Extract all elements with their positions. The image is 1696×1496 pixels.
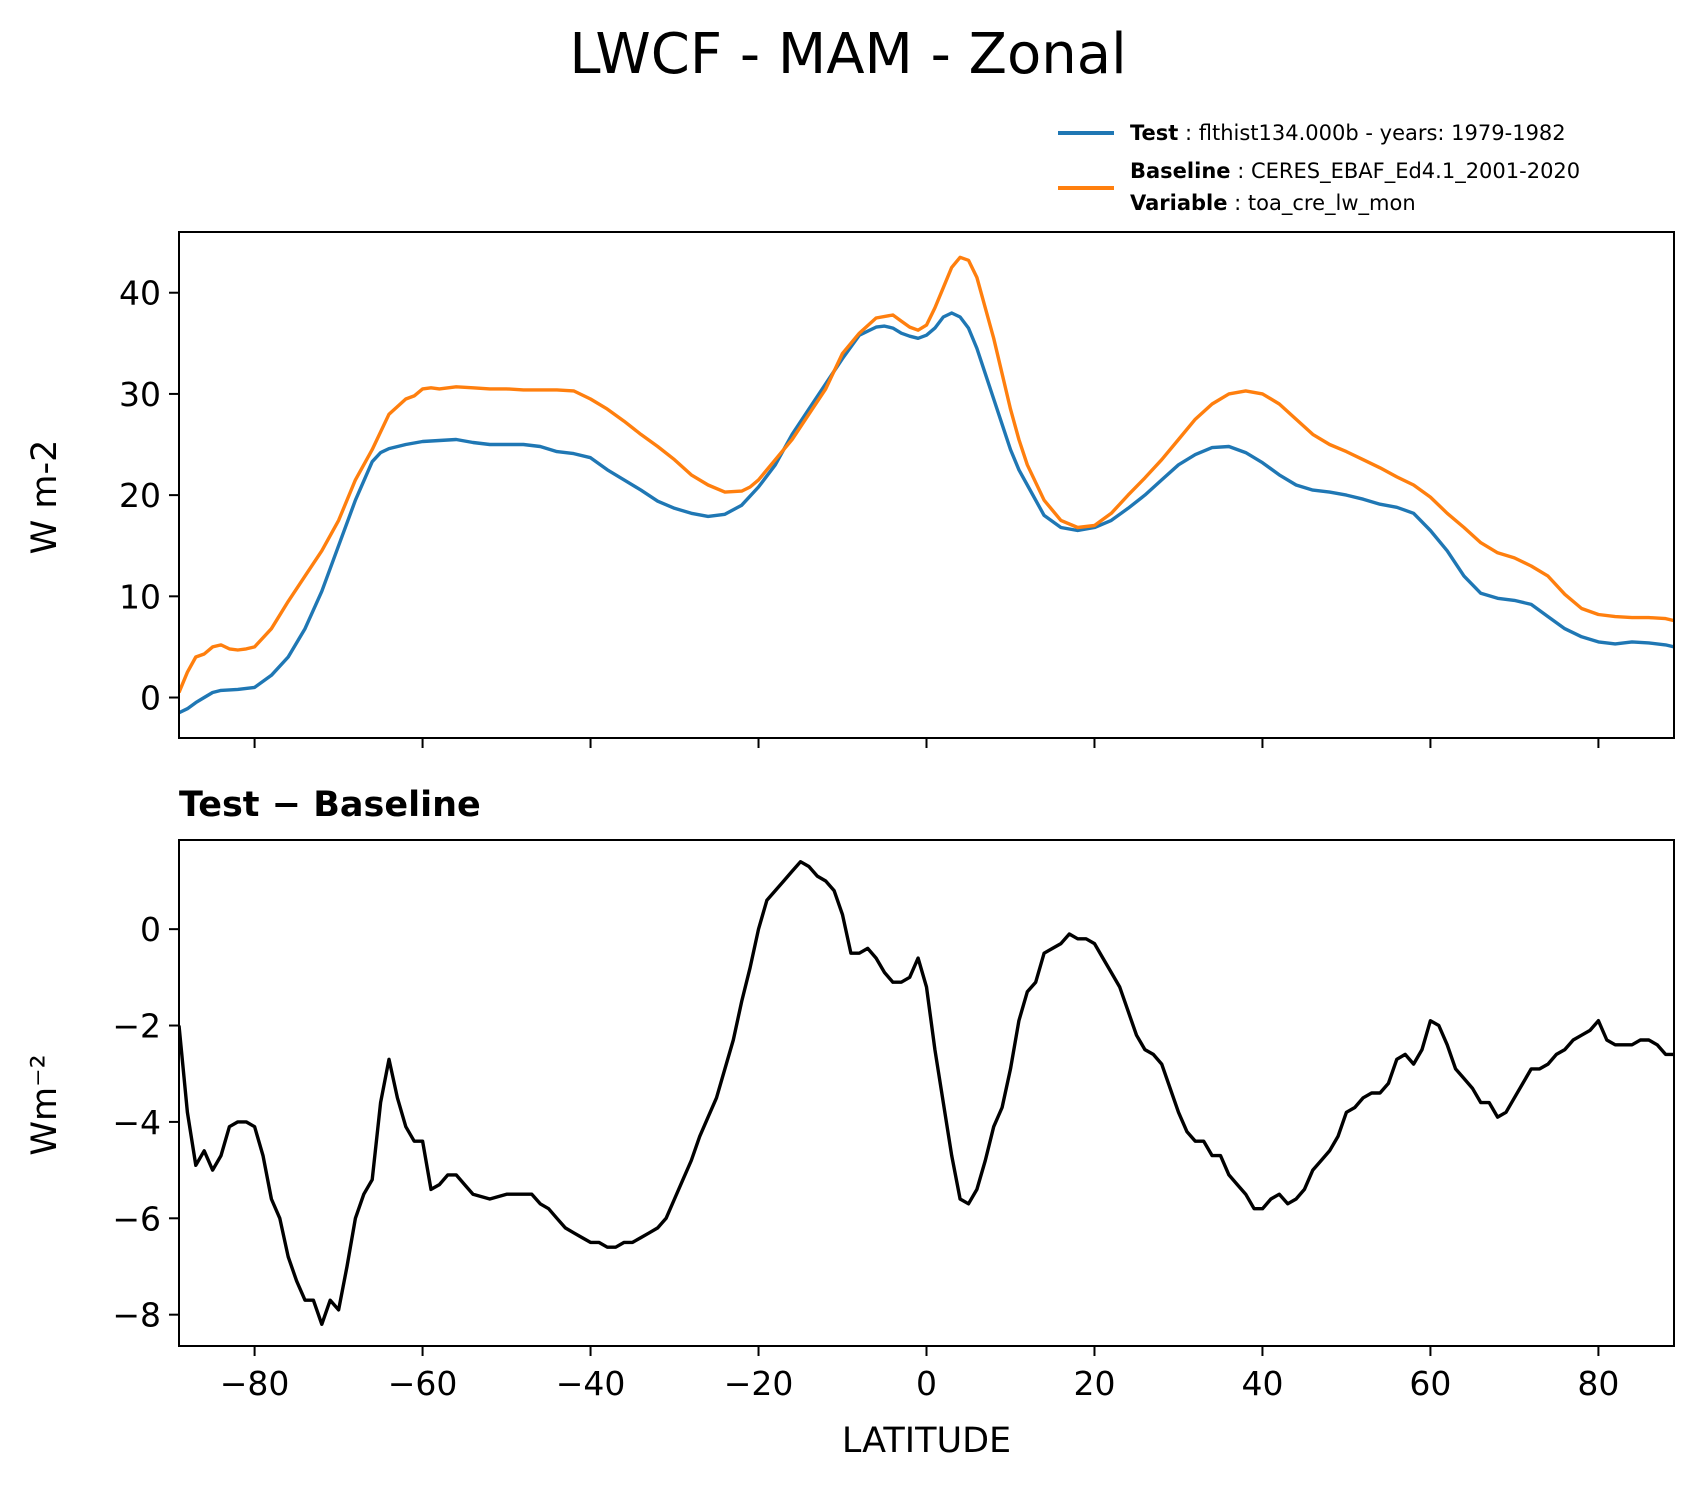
x-tick-label: −20 — [724, 1364, 794, 1403]
y-tick-label-bottom: −2 — [112, 1007, 161, 1046]
page-title: LWCF - MAM - Zonal — [569, 22, 1127, 87]
legend-key-baseline: Baseline — [1130, 159, 1231, 183]
y-tick-label-bottom: −8 — [112, 1296, 161, 1335]
y-tick-label-bottom: 0 — [140, 910, 161, 949]
x-tick-label: 60 — [1409, 1364, 1451, 1403]
legend-label-variable: Variable : toa_cre_lw_mon — [1130, 188, 1416, 218]
legend-value-variable: toa_cre_lw_mon — [1247, 191, 1416, 215]
x-tick-label: −60 — [388, 1364, 458, 1403]
y-tick-label-top: 20 — [119, 476, 161, 515]
legend-sep: : — [1178, 121, 1199, 145]
legend: Test : flthist134.000b - years: 1979-198… — [1058, 118, 1696, 218]
x-tick-label: −80 — [220, 1364, 290, 1403]
legend-label-test: Test : flthist134.000b - years: 1979-198… — [1130, 118, 1566, 148]
legend-value-baseline: CERES_EBAF_Ed4.1_2001-2020 — [1250, 159, 1581, 183]
legend-swatch-test — [1058, 131, 1114, 135]
legend-value-test: flthist134.000b - years: 1979-1982 — [1198, 121, 1566, 145]
x-axis-title: LATITUDE — [842, 1421, 1011, 1461]
y-tick-label-top: 40 — [119, 274, 161, 313]
series-line-baseline — [179, 255, 1674, 694]
plot-frame-top — [178, 231, 1675, 739]
x-tick-label: 0 — [916, 1364, 937, 1403]
series-line-difference — [179, 860, 1674, 1327]
y-tick-label-bottom: −4 — [112, 1103, 161, 1142]
x-tick-label: 20 — [1073, 1364, 1115, 1403]
legend-sep: : — [1227, 191, 1248, 215]
series-line-test — [179, 311, 1674, 715]
legend-swatch-baseline — [1058, 186, 1114, 190]
y-tick-label-top: 30 — [119, 375, 161, 414]
plot-frame-bottom — [178, 839, 1675, 1347]
legend-entry-test: Test : flthist134.000b - years: 1979-198… — [1058, 118, 1696, 148]
legend-label-baseline: Baseline : CERES_EBAF_Ed4.1_2001-2020 — [1130, 156, 1580, 186]
legend-key-test: Test — [1130, 121, 1179, 145]
subplot-title: Test − Baseline — [179, 785, 481, 825]
legend-key-variable: Variable — [1130, 191, 1228, 215]
y-axis-title-bottom: Wm⁻² — [25, 1054, 65, 1155]
y-tick-label-bottom: −6 — [112, 1199, 161, 1238]
legend-sep: : — [1230, 159, 1251, 183]
legend-entry-baseline: Baseline : CERES_EBAF_Ed4.1_2001-2020 Va… — [1058, 156, 1696, 218]
y-axis-title-top: W m-2 — [25, 440, 65, 555]
x-tick-label: 80 — [1577, 1364, 1619, 1403]
x-tick-label: 40 — [1241, 1364, 1283, 1403]
y-tick-label-top: 0 — [140, 679, 161, 718]
x-tick-label: −40 — [556, 1364, 626, 1403]
y-tick-label-top: 10 — [119, 577, 161, 616]
